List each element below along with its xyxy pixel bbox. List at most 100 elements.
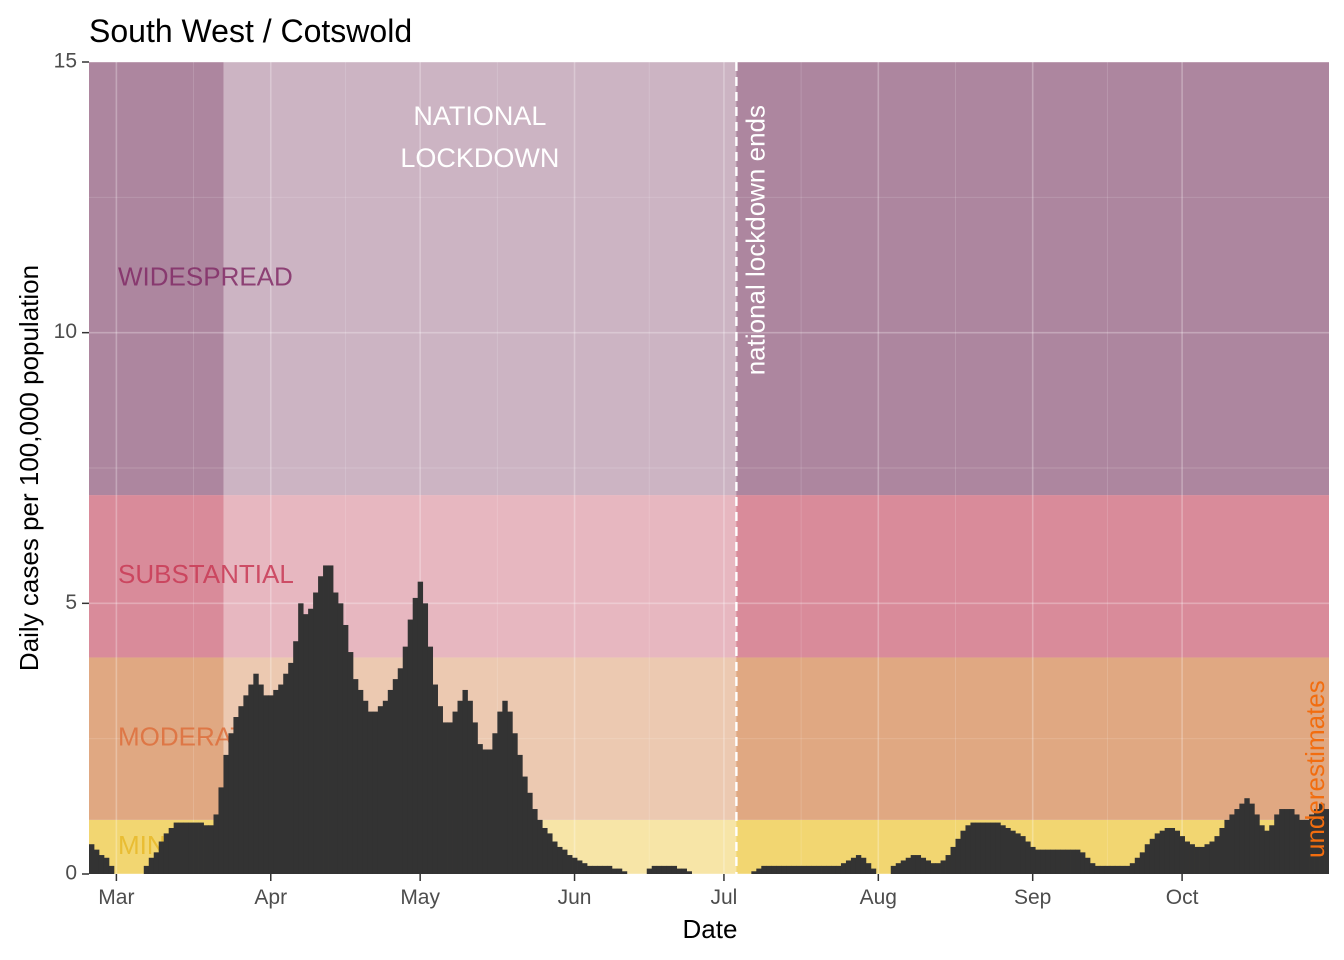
plot-panel: MINIMALMODERATESUBSTANTIALWIDESPREADNATI… [89, 61, 1339, 875]
bar [407, 619, 414, 874]
bar [1134, 857, 1141, 874]
bar [1179, 836, 1185, 874]
bar [1334, 820, 1339, 874]
bar [288, 662, 294, 874]
bar [1015, 833, 1021, 874]
x-tick-label: Jul [711, 886, 738, 909]
bar [372, 711, 379, 874]
bar [1279, 809, 1285, 874]
bar [601, 865, 608, 874]
bar [935, 863, 941, 874]
bar [1259, 825, 1265, 874]
bar [387, 689, 394, 874]
bar [855, 855, 862, 874]
bar [357, 689, 364, 874]
bar [293, 641, 299, 874]
bar [1264, 830, 1270, 874]
bar [253, 673, 259, 874]
bar [1154, 833, 1161, 874]
bar [98, 855, 105, 874]
bar [1239, 803, 1245, 874]
bar [1314, 809, 1320, 874]
bar [1109, 865, 1116, 874]
bar [845, 860, 852, 874]
bar [621, 871, 628, 874]
bar [1289, 809, 1295, 874]
bar [362, 700, 369, 874]
bar [1119, 865, 1126, 874]
bar [382, 700, 389, 874]
bar [676, 868, 683, 874]
bar [1189, 844, 1195, 874]
bar [1159, 830, 1166, 874]
bar [1294, 814, 1300, 874]
bar [661, 865, 668, 874]
bar [298, 603, 304, 874]
bar [686, 871, 692, 874]
bar [323, 565, 329, 874]
bar [920, 857, 927, 874]
bar [1319, 803, 1325, 874]
bar [397, 668, 404, 874]
bar [512, 733, 518, 874]
bar [367, 711, 374, 874]
x-tick-label: May [400, 886, 440, 909]
bar [527, 792, 533, 874]
bar [497, 711, 503, 874]
bar [467, 700, 473, 874]
bar [1199, 846, 1205, 874]
y-axis-title: Daily cases per 100,000 population [14, 265, 44, 671]
bar [955, 838, 961, 874]
bar [786, 865, 792, 874]
bar [318, 576, 324, 874]
bar [850, 857, 857, 874]
bar [1254, 814, 1260, 874]
bar [791, 865, 797, 874]
bar [567, 855, 573, 874]
bar [860, 857, 867, 874]
bar [577, 860, 583, 874]
bar [188, 822, 194, 874]
bar [183, 822, 189, 874]
y-tick-label: 0 [65, 862, 77, 885]
bar [472, 722, 478, 874]
bar [1299, 819, 1305, 874]
bar [646, 868, 653, 874]
y-tick-label: 10 [54, 320, 77, 343]
lockdown-label-line1: NATIONAL [413, 101, 546, 131]
bar [1035, 849, 1041, 874]
bar [243, 695, 249, 874]
bar [1020, 836, 1026, 874]
bars [89, 565, 1339, 874]
bar [273, 689, 279, 874]
bar [437, 706, 443, 874]
bar [1209, 841, 1215, 874]
bar [1040, 849, 1046, 874]
bar [308, 608, 314, 874]
bar [821, 865, 827, 874]
bar [1284, 809, 1290, 874]
zone-band-substantial [89, 495, 1329, 658]
bar [313, 592, 319, 874]
bar [462, 689, 468, 874]
bar [223, 754, 229, 874]
bar [796, 865, 802, 874]
bar [233, 717, 239, 874]
lockdown-ends-label: national lockdown ends [740, 105, 770, 375]
bar [432, 684, 438, 874]
bar [148, 857, 155, 874]
bar [572, 857, 578, 874]
bar [940, 860, 946, 874]
bar [258, 684, 264, 874]
bar [591, 865, 598, 874]
bar [1000, 825, 1006, 874]
bar [1274, 814, 1280, 874]
bar [412, 597, 419, 874]
bar [1194, 846, 1200, 874]
bar [442, 722, 448, 874]
bar [831, 865, 837, 874]
bar [342, 624, 349, 874]
bar [248, 684, 254, 874]
bar [263, 695, 269, 874]
